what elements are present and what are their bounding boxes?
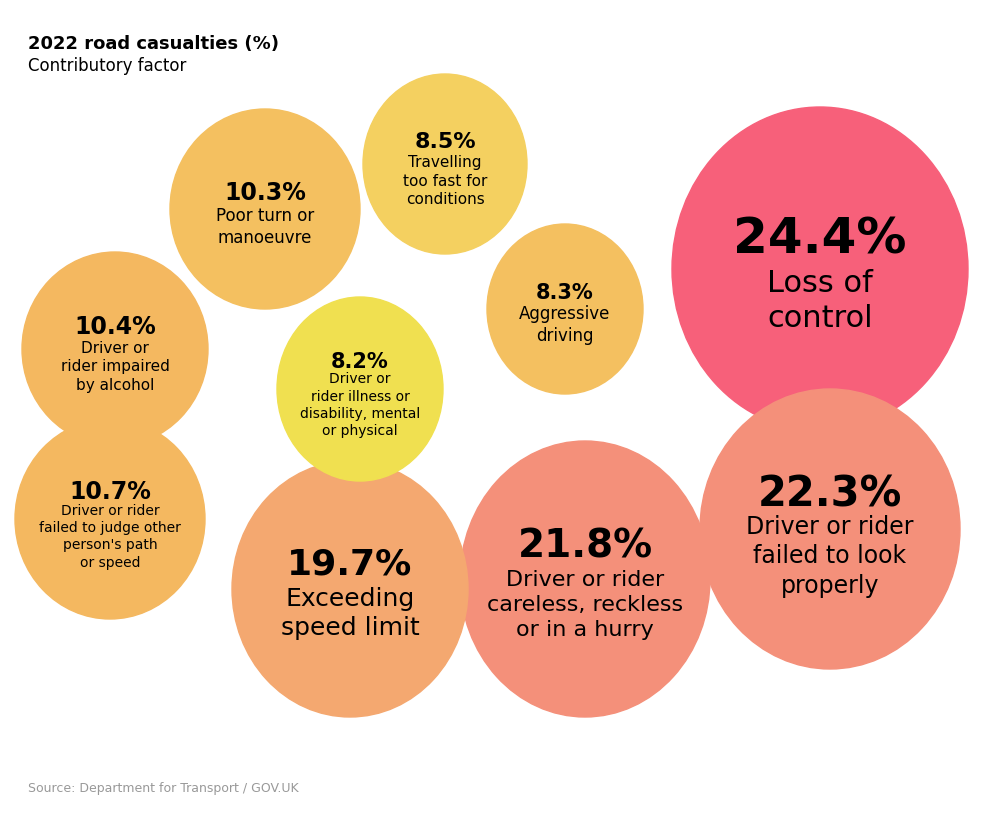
Text: 24.4%: 24.4% [733, 215, 907, 263]
Text: Travelling
too fast for
conditions: Travelling too fast for conditions [403, 155, 487, 207]
Ellipse shape [170, 110, 360, 310]
Ellipse shape [15, 419, 205, 619]
Text: Driver or rider
failed to judge other
person's path
or speed: Driver or rider failed to judge other pe… [39, 503, 181, 569]
Text: 10.3%: 10.3% [224, 181, 306, 205]
Ellipse shape [232, 461, 468, 717]
Text: 10.4%: 10.4% [74, 314, 156, 338]
Text: Aggressive
driving: Aggressive driving [519, 305, 611, 345]
Ellipse shape [277, 297, 443, 482]
Text: Driver or
rider illness or
disability, mental
or physical: Driver or rider illness or disability, m… [300, 372, 420, 437]
Text: Driver or rider
failed to look
properly: Driver or rider failed to look properly [746, 514, 914, 598]
Ellipse shape [487, 224, 643, 395]
Text: Contributory factor: Contributory factor [28, 57, 186, 75]
Text: 8.5%: 8.5% [414, 132, 476, 152]
Ellipse shape [22, 253, 208, 446]
Ellipse shape [460, 441, 710, 717]
Ellipse shape [363, 75, 527, 255]
Text: 22.3%: 22.3% [758, 473, 902, 514]
Text: Driver or
rider impaired
by alcohol: Driver or rider impaired by alcohol [61, 340, 169, 392]
Text: Driver or rider
careless, reckless
or in a hurry: Driver or rider careless, reckless or in… [487, 569, 683, 639]
Text: Poor turn or
manoeuvre: Poor turn or manoeuvre [216, 206, 314, 247]
Text: 21.8%: 21.8% [517, 527, 653, 565]
Text: 8.3%: 8.3% [536, 283, 594, 303]
Text: Loss of
control: Loss of control [767, 268, 873, 333]
Text: Exceeding
speed limit: Exceeding speed limit [281, 586, 419, 640]
Text: Source: Department for Transport / GOV.UK: Source: Department for Transport / GOV.U… [28, 781, 299, 794]
Text: 10.7%: 10.7% [69, 479, 151, 504]
Text: 8.2%: 8.2% [331, 351, 389, 372]
Text: 19.7%: 19.7% [287, 547, 413, 581]
Text: 2022 road casualties (%): 2022 road casualties (%) [28, 35, 279, 53]
Ellipse shape [672, 108, 968, 432]
Ellipse shape [700, 390, 960, 669]
